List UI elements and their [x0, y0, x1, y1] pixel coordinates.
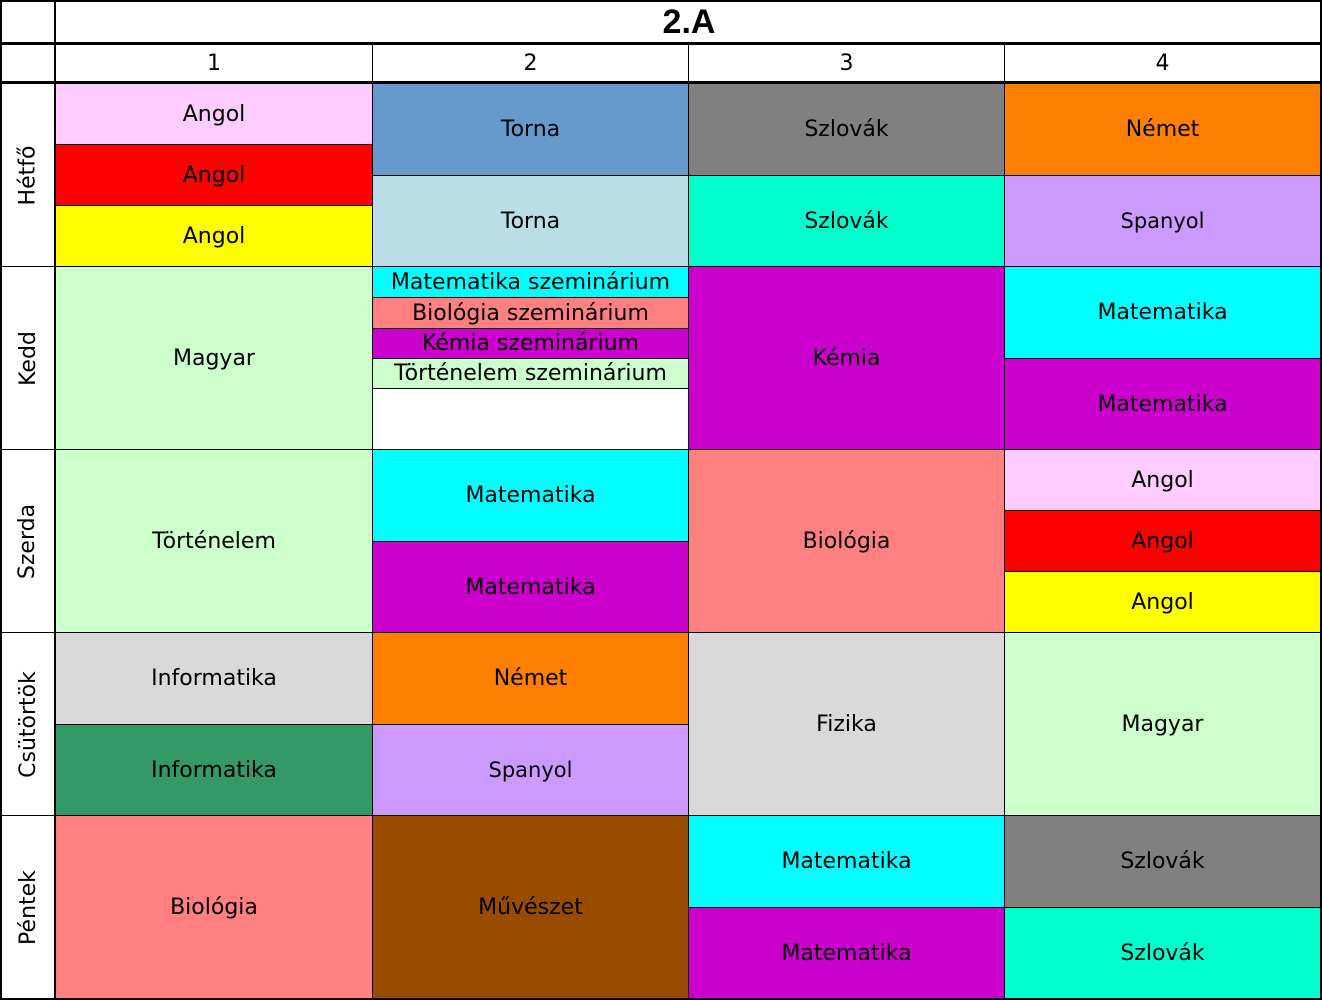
lesson-hetfo-1-c: Angol: [56, 206, 372, 266]
lesson-szerda-3: Biológia: [689, 450, 1004, 632]
lesson-kedd-2-b: Biológia szeminárium: [373, 298, 688, 328]
grid-line: [1005, 510, 1320, 511]
lesson-kedd-4-b: Matematika: [1005, 359, 1320, 449]
lesson-szerda-2-b: Matematika: [373, 542, 688, 632]
lesson-pentek-1: Biológia: [56, 816, 372, 998]
grid-line: [0, 0, 2, 1000]
lesson-pentek-4-b: Szlovák: [1005, 908, 1320, 998]
grid-line: [373, 328, 688, 329]
lesson-pentek-2: Művészet: [373, 816, 688, 998]
period-header-3: 3: [839, 51, 854, 76]
grid-line: [54, 0, 56, 1000]
grid-line: [0, 0, 1322, 2]
lesson-kedd-4-a: Matematika: [1005, 267, 1320, 358]
lesson-pentek-3-a: Matematika: [689, 816, 1004, 907]
lesson-csutortok-1-b: Informatika: [56, 725, 372, 815]
grid-line: [56, 724, 688, 725]
grid-line: [689, 907, 1320, 908]
grid-line: [688, 43, 689, 1000]
grid-line: [373, 358, 688, 359]
grid-line: [56, 144, 372, 145]
lesson-szerda-1: Történelem: [56, 450, 372, 632]
lesson-csutortok-2-a: Német: [373, 633, 688, 724]
day-label-szerda: Szerda: [15, 503, 41, 579]
lesson-kedd-2-empty: [373, 389, 688, 449]
lesson-szerda-4-c: Angol: [1005, 572, 1320, 632]
lesson-kedd-1: Magyar: [56, 267, 372, 449]
lesson-hetfo-3-a: Szlovák: [689, 84, 1004, 175]
lesson-hetfo-2-b: Torna: [373, 176, 688, 266]
grid-line: [372, 43, 373, 1000]
grid-line: [0, 449, 1322, 450]
lesson-pentek-4-a: Szlovák: [1005, 816, 1320, 907]
grid-line: [373, 175, 1320, 176]
lesson-pentek-3-b: Matematika: [689, 908, 1004, 998]
lesson-csutortok-3: Fizika: [689, 633, 1004, 815]
lesson-hetfo-1-b: Angol: [56, 145, 372, 205]
lesson-szerda-2-a: Matematika: [373, 450, 688, 541]
day-label-hetfo: Hétfő: [15, 145, 41, 205]
day-label-pentek: Péntek: [15, 869, 41, 945]
lesson-szerda-4-a: Angol: [1005, 450, 1320, 510]
lesson-hetfo-4-b: Spanyol: [1005, 176, 1320, 266]
grid-line: [0, 815, 1322, 816]
grid-line: [0, 81, 1322, 84]
grid-line: [1005, 358, 1320, 359]
grid-line: [1005, 571, 1320, 572]
grid-line: [0, 42, 1322, 45]
period-header-2: 2: [523, 51, 538, 76]
grid-line: [56, 205, 372, 206]
grid-line: [373, 297, 688, 298]
grid-line: [373, 541, 688, 542]
lesson-csutortok-4: Magyar: [1005, 633, 1320, 815]
day-label-kedd: Kedd: [15, 330, 41, 386]
lesson-kedd-2-c: Kémia szeminárium: [373, 329, 688, 358]
lesson-kedd-3: Kémia: [689, 267, 1004, 449]
grid-line: [1320, 0, 1322, 1000]
period-header-1: 1: [207, 51, 221, 76]
lesson-kedd-2-a: Matematika szeminárium: [373, 267, 688, 297]
lesson-hetfo-3-b: Szlovák: [689, 176, 1004, 266]
grid-line: [373, 388, 688, 389]
day-label-csutortok: Csütörtök: [15, 670, 41, 778]
period-header-4: 4: [1155, 51, 1170, 76]
lesson-kedd-2-d: Történelem szeminárium: [373, 359, 688, 388]
lesson-csutortok-2-b: Spanyol: [373, 725, 688, 815]
grid-line: [0, 632, 1322, 633]
lesson-csutortok-1-a: Informatika: [56, 633, 372, 724]
lesson-hetfo-4-a: Német: [1005, 84, 1320, 175]
grid-line: [0, 998, 1322, 1000]
lesson-hetfo-1-a: Angol: [56, 84, 372, 144]
lesson-hetfo-2-a: Torna: [373, 84, 688, 175]
timetable-title: 2.A: [662, 2, 716, 41]
grid-line: [0, 266, 1322, 267]
lesson-szerda-4-b: Angol: [1005, 511, 1320, 571]
grid-line: [1004, 43, 1005, 1000]
